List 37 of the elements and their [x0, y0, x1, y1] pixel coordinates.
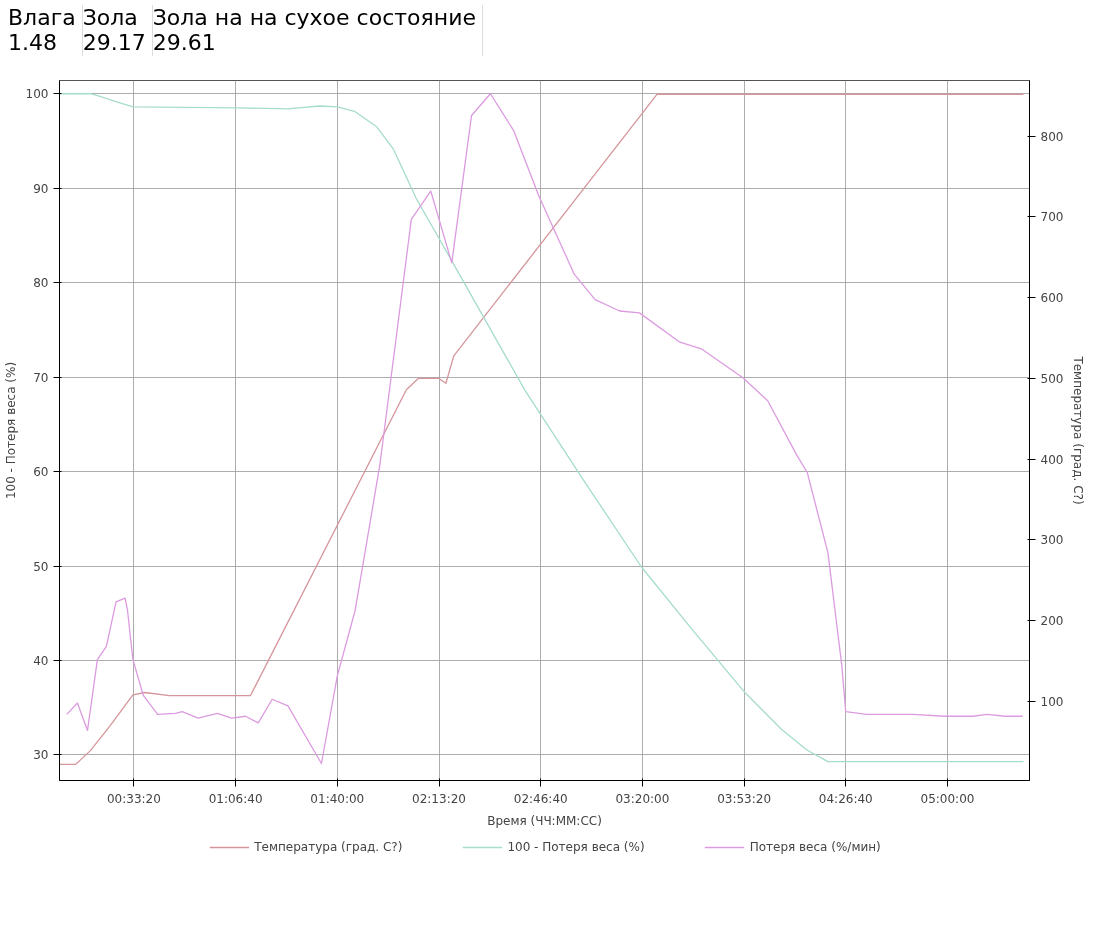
x-tick-label: 03:20:00 — [615, 791, 670, 806]
y-tick-label: 80 — [33, 276, 49, 291]
x-tick-label: 00:33:20 — [106, 791, 161, 806]
x-tick-label: 03:53:20 — [717, 791, 772, 806]
x-tick-label: 01:06:40 — [208, 791, 263, 806]
y-tick-label: 90 — [33, 181, 49, 196]
y2-tick-label: 100 — [1040, 694, 1064, 709]
y2-tick-label: 400 — [1040, 452, 1064, 467]
x-tick-label: 02:13:20 — [412, 791, 466, 806]
x-tick-label: 02:46:40 — [513, 791, 568, 806]
text: 29.61 — [152, 30, 483, 56]
y-axis-title: 100 - Потеря веса (%) — [3, 361, 18, 500]
y-tick-label: 100 — [25, 87, 49, 102]
text: Зола на на сухое состояние — [152, 5, 483, 31]
y-tick-label: 60 — [33, 465, 49, 480]
y2-tick-label: 700 — [1040, 210, 1064, 225]
y2-axis-title: Температура (град. C?) — [1071, 355, 1086, 505]
y-tick-label: 30 — [33, 748, 49, 763]
y2-tick-label: 600 — [1040, 291, 1064, 306]
x-axis-title: Время (ЧЧ:ММ:СС) — [487, 813, 602, 828]
y2-tick-label: 500 — [1040, 371, 1064, 386]
legend-label: 100 - Потеря веса (%) — [507, 840, 645, 854]
legend-label: Потеря веса (%/мин) — [749, 840, 881, 854]
text: 29.17 — [82, 30, 153, 56]
y2-tick-label: 200 — [1040, 614, 1064, 629]
x-tick-label: 01:40:00 — [310, 791, 365, 806]
x-tick-label: 04:26:40 — [818, 791, 873, 806]
y-tick-label: 70 — [33, 370, 49, 385]
x-tick-label: 05:00:00 — [920, 791, 975, 806]
text: Влага — [8, 5, 83, 31]
text: Зола — [82, 5, 153, 31]
y2-tick-label: 300 — [1040, 533, 1064, 548]
y-tick-label: 40 — [33, 654, 49, 669]
y-tick-label: 50 — [33, 559, 49, 574]
text: 1.48 — [8, 30, 83, 56]
y2-tick-label: 800 — [1040, 129, 1064, 144]
legend-label: Температура (град. C?) — [254, 840, 403, 854]
